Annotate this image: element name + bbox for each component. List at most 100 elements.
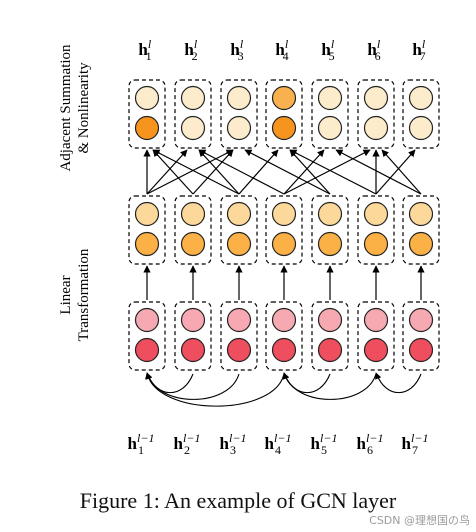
feature-circle-lower (317, 115, 343, 141)
aggregation-edge (146, 149, 234, 195)
feature-circle-upper (226, 85, 252, 111)
top-label-h3: hl 3 (230, 37, 243, 63)
feature-circle-upper (226, 307, 252, 333)
side-label-aggregation: Adjacent Summation & Nonlinearity (58, 44, 92, 172)
top-label-h7: hl 7 (412, 37, 425, 63)
feature-circle-upper (134, 85, 160, 111)
feature-circle-lower (226, 115, 252, 141)
feature-circle-lower (363, 115, 389, 141)
feature-circle-lower (363, 337, 389, 363)
aggregation-edge (244, 149, 331, 195)
feature-circle-upper (317, 307, 343, 333)
bottom-label-h1: hl−1 1 (128, 431, 155, 457)
top-label-h6: hl 6 (367, 37, 380, 63)
feature-circle-lower (271, 337, 297, 363)
middle-layer-node-7 (402, 195, 440, 265)
bottom-label-h7: hl−1 7 (402, 431, 429, 457)
aggregation-edge (283, 149, 325, 195)
side-label-linear-transformation: Linear Transformation (58, 248, 92, 341)
feature-circle-lower (134, 231, 160, 257)
feature-circle-lower (180, 115, 206, 141)
watermark: CSDN @理想国の鸟 (369, 514, 470, 527)
feature-circle-upper (134, 307, 160, 333)
aggregation-edge (238, 149, 279, 195)
feature-circle-upper (317, 85, 343, 111)
top-label-h5: hl 5 (321, 37, 334, 63)
feature-circle-lower (317, 231, 343, 257)
aggregation-edge (192, 149, 234, 195)
top-layer-node-5 (311, 79, 349, 149)
feature-circle-lower (180, 337, 206, 363)
top-layer-node-1 (128, 79, 166, 149)
feature-circle-lower (180, 231, 206, 257)
feature-circle-upper (226, 201, 252, 227)
aggregation-edge (146, 149, 188, 195)
top-label-h4: hl 4 (275, 37, 288, 63)
middle-layer-node-1 (128, 195, 166, 265)
middle-layer-node-2 (174, 195, 212, 265)
aggregation-edge (152, 149, 194, 195)
aggregation-edge (335, 149, 422, 195)
bottom-layer-node-6 (357, 301, 395, 371)
feature-circle-lower (408, 231, 434, 257)
feature-circle-upper (408, 201, 434, 227)
feature-circle-lower (317, 337, 343, 363)
feature-circle-lower (271, 231, 297, 257)
input-arc-edge (282, 372, 377, 400)
feature-circle-lower (408, 337, 434, 363)
top-layer-node-3 (220, 79, 258, 149)
bottom-label-h2: hl−1 2 (174, 431, 201, 457)
top-layer-node-6 (357, 79, 395, 149)
aggregation-edge (198, 149, 285, 195)
feature-circle-upper (408, 85, 434, 111)
middle-layer-node-4 (265, 195, 303, 265)
middle-layer-node-5 (311, 195, 349, 265)
top-layer-node-4 (265, 79, 303, 149)
input-arc-edge (145, 372, 240, 400)
feature-circle-upper (180, 85, 206, 111)
feature-circle-upper (271, 307, 297, 333)
bottom-layer-node-5 (311, 301, 349, 371)
bottom-layer-node-1 (128, 301, 166, 371)
top-label-h2: hl 2 (184, 37, 197, 63)
input-arc-edge (375, 372, 422, 393)
feature-circle-lower (134, 337, 160, 363)
top-layer-node-7 (402, 79, 440, 149)
feature-circle-upper (363, 201, 389, 227)
bottom-layer-node-2 (174, 301, 212, 371)
figure-caption: Figure 1: An example of GCN layer (79, 488, 397, 513)
feature-circle-lower (226, 231, 252, 257)
feature-circle-lower (363, 231, 389, 257)
feature-circle-upper (180, 307, 206, 333)
feature-circle-lower (408, 115, 434, 141)
aggregation-edge (289, 149, 377, 195)
aggregation-edge (283, 149, 371, 195)
feature-circle-lower (271, 115, 297, 141)
bottom-label-h4: hl−1 4 (265, 431, 292, 457)
middle-layer-node-6 (357, 195, 395, 265)
aggregation-edge (152, 149, 240, 195)
bottom-label-h6: hl−1 6 (357, 431, 384, 457)
aggregation-edge (198, 149, 240, 195)
feature-circle-upper (363, 85, 389, 111)
input-arc-edge (145, 372, 285, 407)
feature-circle-upper (180, 201, 206, 227)
feature-circle-upper (317, 201, 343, 227)
feature-circle-lower (134, 115, 160, 141)
aggregation-edge (289, 149, 331, 195)
input-arc-edge (283, 372, 331, 393)
feature-circle-upper (363, 307, 389, 333)
bottom-layer-node-4 (265, 301, 303, 371)
input-arc-edge (146, 372, 194, 393)
feature-circle-upper (408, 307, 434, 333)
bottom-layer-node-3 (220, 301, 258, 371)
top-label-h1: hl 1 (138, 37, 151, 63)
bottom-layer-node-7 (402, 301, 440, 371)
aggregation-edge (375, 149, 416, 195)
bottom-label-h5: hl−1 5 (311, 431, 338, 457)
top-layer-node-2 (174, 79, 212, 149)
feature-circle-upper (271, 85, 297, 111)
aggregation-edge (381, 149, 422, 195)
feature-circle-lower (226, 337, 252, 363)
